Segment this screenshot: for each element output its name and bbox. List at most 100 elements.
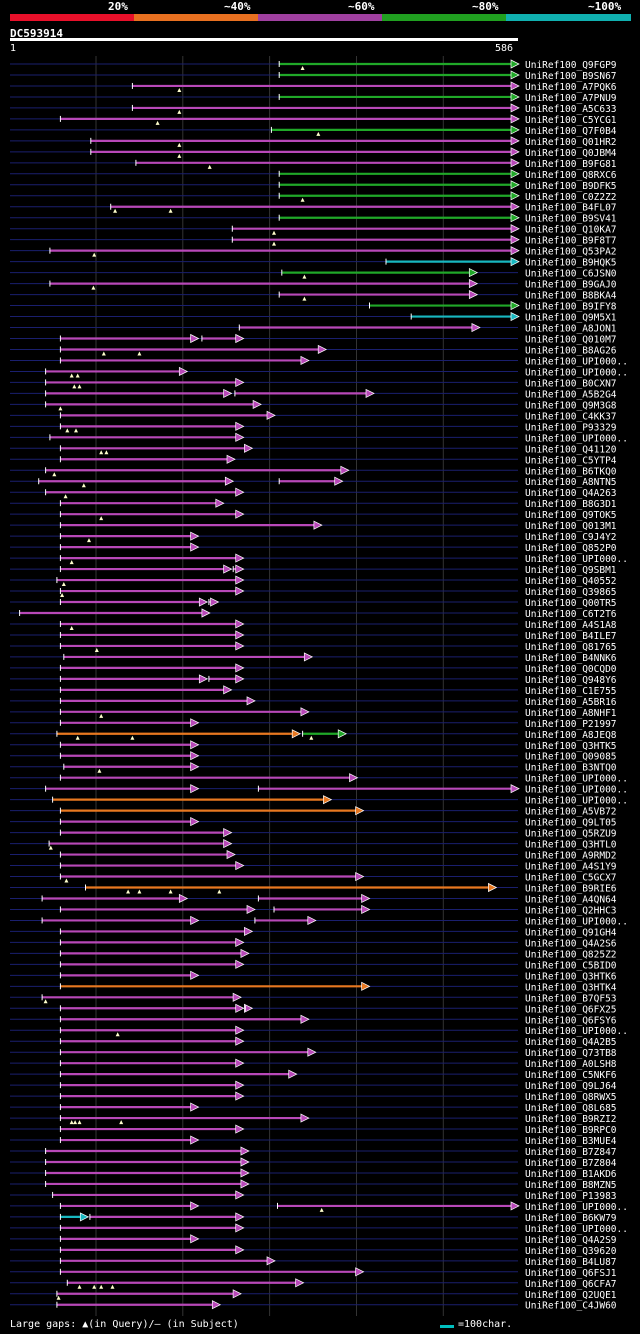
query-gap-marker (300, 197, 305, 202)
hit-arrowhead (235, 1080, 245, 1090)
hit-label: UniRef100_Q91GH4 (525, 927, 617, 938)
hit-label: UniRef100_Q4A263 (525, 488, 617, 499)
hit-label: UniRef100_B3MUE4 (525, 1136, 617, 1147)
hit-label: UniRef100_B9RZI2 (525, 1114, 617, 1125)
hit-arrowhead (252, 399, 262, 409)
hit-arrowhead (235, 377, 245, 387)
footer-note: Large gaps: ▲(in Query)/— (in Subject) (10, 1319, 239, 1330)
query-gap-marker (61, 582, 66, 587)
query-gap-marker (309, 735, 314, 740)
query-gap-marker (155, 120, 160, 125)
hit-arrowhead (488, 882, 498, 893)
query-gap-marker (75, 735, 80, 740)
hit-label: UniRef100_C4JW60 (525, 1301, 617, 1312)
hit-label: UniRef100_Q0CQD0 (525, 664, 617, 675)
query-gap-marker (77, 1120, 82, 1125)
hit-label: UniRef100_Q9LT05 (525, 818, 617, 829)
query-gap-marker (99, 713, 104, 718)
hit-label: UniRef100_UPI000.. (525, 1026, 628, 1037)
legend-label: ~100% (588, 0, 622, 13)
query-gap-marker (99, 450, 104, 455)
hit-arrowhead (244, 443, 254, 453)
hit-label: UniRef100_Q7F0B4 (525, 126, 617, 137)
query-gap-marker (177, 142, 182, 147)
hit-label: UniRef100_B9GAJ0 (525, 280, 617, 291)
hit-label: UniRef100_C0Z2Z2 (525, 192, 617, 203)
query-gap-marker (87, 538, 91, 543)
hit-label: UniRef100_A7PNU9 (525, 93, 617, 104)
query-gap-marker (272, 230, 276, 235)
query-gap-marker (69, 373, 74, 378)
footer: Large gaps: ▲(in Query)/— (in Subject) =… (0, 1319, 640, 1332)
hit-arrowhead (223, 564, 233, 574)
query-gap-marker (177, 109, 182, 114)
hit-label: UniRef100_Q6CFA7 (525, 1279, 617, 1290)
hit-label: UniRef100_Q8RXC6 (525, 170, 617, 181)
hit-label: UniRef100_Q6FSY6 (525, 1015, 617, 1026)
hit-label: UniRef100_B4FL07 (525, 203, 617, 214)
legend-label: ~60% (348, 0, 375, 13)
hit-arrowhead (510, 311, 520, 322)
query-gap-marker (60, 593, 65, 598)
hit-label: UniRef100_Q53PA2 (525, 247, 617, 258)
hit-arrowhead (224, 476, 235, 486)
hit-label: UniRef100_B9SV41 (525, 214, 617, 225)
query-gap-marker (65, 428, 70, 433)
hit-arrowhead (240, 948, 250, 958)
hit-arrowhead (235, 1091, 245, 1101)
hit-label: UniRef100_Q39865 (525, 587, 617, 598)
hit-arrowhead (235, 1036, 245, 1046)
hit-arrowhead (313, 520, 323, 530)
hit-label: UniRef100_B8AG26 (525, 345, 617, 356)
query-gap-marker (97, 768, 102, 773)
hit-label: UniRef100_Q39620 (525, 1246, 617, 1257)
query-gap-marker (77, 1284, 82, 1289)
hit-label: UniRef100_A5BR16 (525, 697, 617, 708)
hit-arrowhead (510, 125, 520, 135)
query-gap-marker (77, 384, 82, 389)
query-gap-marker (75, 373, 80, 378)
hit-label: UniRef100_B4ILE7 (525, 631, 617, 642)
hit-label: UniRef100_Q6FX25 (525, 1004, 617, 1015)
hit-label: UniRef100_UPI000.. (525, 796, 628, 807)
hit-label: UniRef100_B9RIE6 (525, 884, 617, 895)
hit-label: UniRef100_Q00TR5 (525, 598, 617, 609)
hit-arrowhead (317, 344, 327, 355)
hit-arrowhead (190, 762, 200, 772)
hit-arrowhead (235, 937, 245, 947)
hit-arrowhead (235, 959, 245, 969)
query-gap-marker (115, 1032, 120, 1037)
hit-arrowhead (190, 970, 200, 980)
hit-arrowhead (235, 1212, 245, 1222)
hit-label: UniRef100_Q4A2S9 (525, 1235, 617, 1246)
query-gap-marker (137, 889, 142, 894)
hit-label: UniRef100_Q9FGP9 (525, 60, 617, 71)
hit-arrowhead (240, 1146, 250, 1156)
query-gap-marker (74, 428, 78, 433)
hit-arrowhead (300, 1014, 310, 1024)
hit-arrowhead (235, 564, 245, 574)
hit-label: UniRef100_C5BID0 (525, 960, 617, 971)
query-bar (10, 38, 518, 41)
hit-label: UniRef100_Q3HTL0 (525, 840, 617, 851)
hit-label: UniRef100_Q5RZU9 (525, 829, 617, 840)
hit-label: UniRef100_Q2HHC3 (525, 905, 617, 916)
query-gap-marker (113, 208, 118, 213)
hit-label: UniRef100_Q010M7 (525, 335, 617, 346)
query-gap-marker (73, 1120, 78, 1125)
hit-label: UniRef100_C5GCX7 (525, 873, 617, 884)
hit-arrowhead (266, 410, 276, 420)
hit-arrowhead (355, 1267, 365, 1277)
scale-start-label: 1 (10, 43, 17, 54)
hit-label: UniRef100_B4NNK6 (525, 653, 617, 664)
query-gap-marker (119, 1120, 124, 1125)
query-gap-marker (168, 208, 173, 213)
hit-label: UniRef100_B7Z804 (525, 1158, 617, 1169)
hit-arrowhead (510, 246, 520, 256)
hit-arrowhead (235, 487, 245, 497)
hit-label: UniRef100_UPI000.. (525, 1202, 628, 1213)
hit-label: UniRef100_C5YTP4 (525, 455, 617, 466)
query-gap-marker (130, 735, 135, 740)
hit-label: UniRef100_A8JEQ8 (525, 730, 617, 741)
